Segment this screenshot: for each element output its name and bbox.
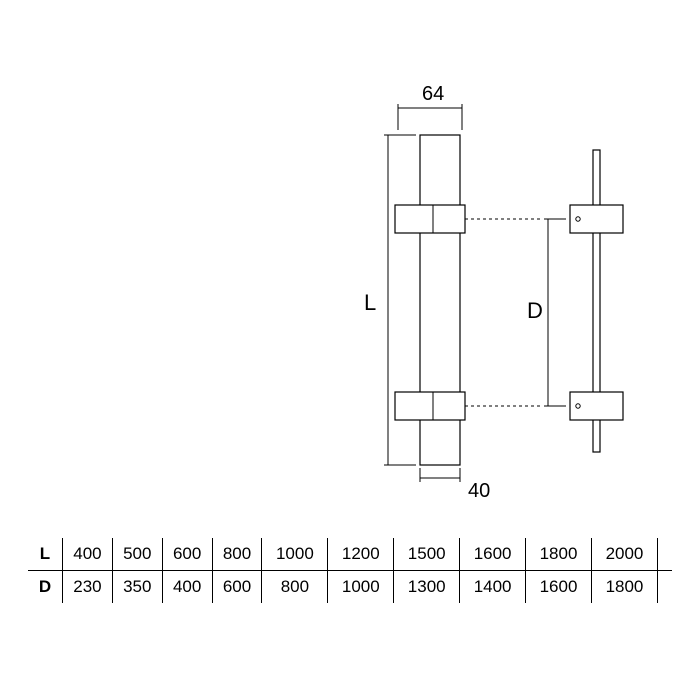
cell: 1800 (591, 571, 657, 604)
cell: 1200 (328, 538, 394, 571)
cell: 400 (63, 538, 113, 571)
cell: 800 (262, 571, 328, 604)
cell: 800 (212, 538, 262, 571)
cell: 600 (162, 538, 212, 571)
row-header: D (28, 571, 63, 604)
cell: 1600 (526, 571, 592, 604)
cell: 1000 (328, 571, 394, 604)
front-bracket-top (395, 205, 465, 233)
cell: 1500 (394, 538, 460, 571)
cell: 1800 (526, 538, 592, 571)
dimension-table: L 400 500 600 800 1000 1200 1500 1600 18… (28, 538, 672, 603)
side-bracket-top (570, 205, 623, 233)
cell: 350 (112, 571, 162, 604)
cell: 500 (112, 538, 162, 571)
cell-end (658, 571, 673, 604)
dim-distance: D (527, 298, 543, 323)
cell: 1600 (460, 538, 526, 571)
cell: 600 (212, 571, 262, 604)
front-bracket-bottom (395, 392, 465, 420)
row-header: L (28, 538, 63, 571)
dim-bottom-width: 40 (468, 480, 490, 502)
table-row: L 400 500 600 800 1000 1200 1500 1600 18… (28, 538, 672, 571)
cell: 1400 (460, 571, 526, 604)
cell: 400 (162, 571, 212, 604)
dim-length: L (364, 290, 376, 315)
cell-end (658, 538, 673, 571)
dim-top-width: 64 (422, 83, 444, 105)
cell: 2000 (591, 538, 657, 571)
side-bracket-bottom (570, 392, 623, 420)
cell: 1000 (262, 538, 328, 571)
table-row: D 230 350 400 600 800 1000 1300 1400 160… (28, 571, 672, 604)
cell: 230 (63, 571, 113, 604)
cell: 1300 (394, 571, 460, 604)
